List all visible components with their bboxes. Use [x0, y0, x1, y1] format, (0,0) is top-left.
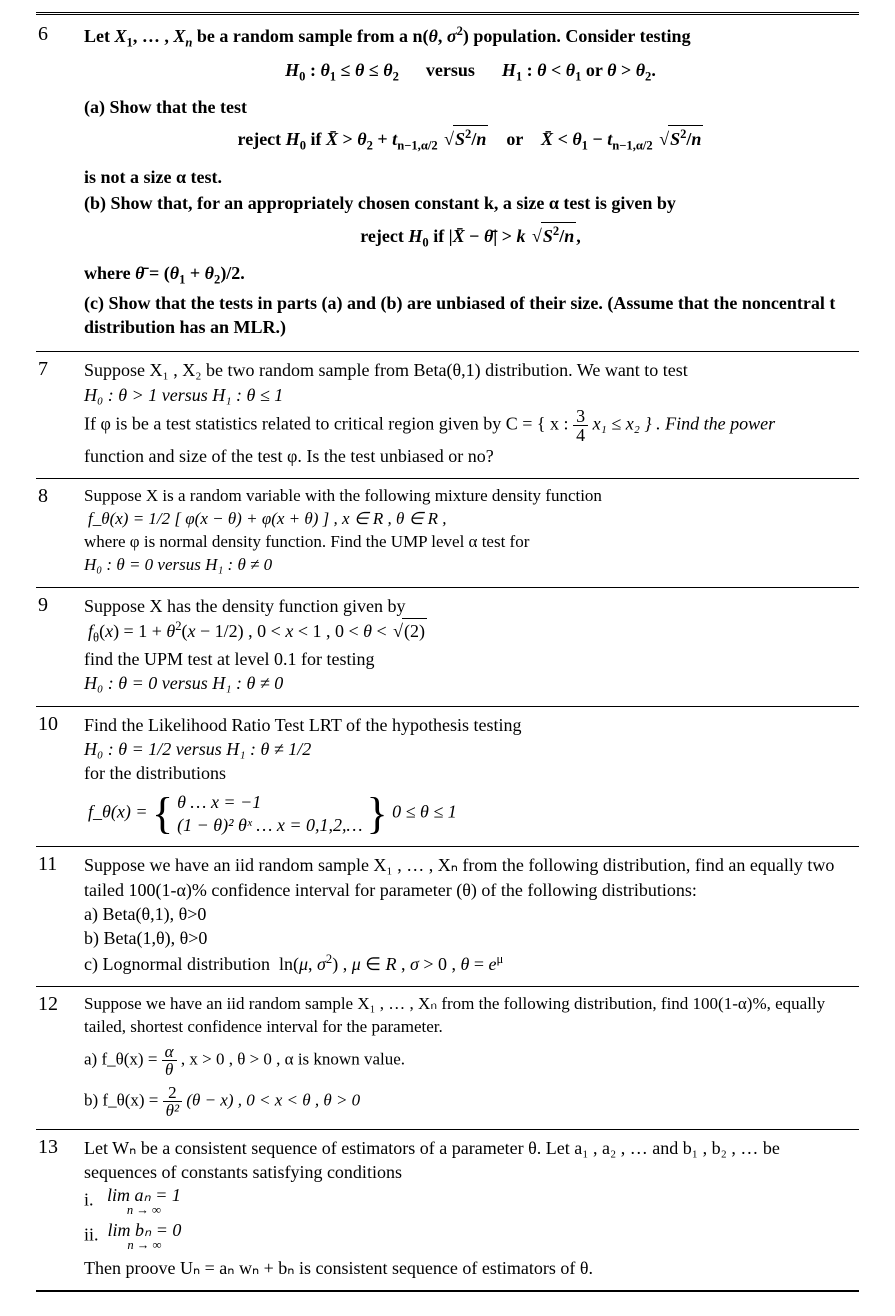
problem-row: 7 Suppose X₁ , X₂ be two random sample f…	[36, 352, 859, 478]
problem-body: Suppose we have an iid random sample X₁ …	[84, 993, 857, 1119]
part-a: (a) Show that the test	[84, 95, 857, 119]
line: function and size of the test φ. Is the …	[84, 444, 857, 468]
problem-body: Suppose X has the density function given…	[84, 594, 857, 695]
line: Then proove Uₙ = aₙ wₙ + bₙ is consisten…	[84, 1256, 857, 1280]
hypotheses-line: H0 : θ1 ≤ θ ≤ θ2 versus H1 : θ < θ1 or θ…	[84, 58, 857, 86]
item-label: ii.	[84, 1224, 99, 1244]
piecewise: f_θ(x) = { θ … x = −1 (1 − θ)² θˣ … x = …	[88, 791, 857, 836]
part-a-reject: reject H0 if X̄ > θ2 + tn−1,α/2 S2/n or …	[84, 125, 857, 155]
line: Suppose X has the density function given…	[84, 594, 857, 618]
problem-number: 8	[38, 485, 66, 577]
problem-number: 10	[38, 713, 66, 837]
part-c: (c) Show that the tests in parts (a) and…	[84, 291, 857, 340]
top-double-rule	[36, 12, 859, 15]
fraction-num: α	[162, 1043, 177, 1060]
line: b) f_θ(x) = 2 θ² (θ − x) , 0 < x < θ , θ…	[84, 1084, 857, 1119]
problem-number: 6	[38, 23, 66, 341]
limit: lim bₙ = 0 n → ∞	[108, 1221, 182, 1252]
line: H₀ : θ = 0 versus H₁ : θ ≠ 0	[84, 554, 857, 577]
line: H₀ : θ > 1 versus H₁ : θ ≤ 1	[84, 383, 857, 407]
limit-sub: n → ∞	[108, 1239, 182, 1252]
limit-sub: n → ∞	[107, 1204, 181, 1217]
line: for the distributions	[84, 761, 857, 785]
problem-number: 12	[38, 993, 66, 1119]
fraction-den: θ²	[163, 1101, 182, 1119]
part-text: Show that the test	[110, 97, 248, 117]
problem-body: Let Wₙ be a consistent sequence of estim…	[84, 1136, 857, 1280]
problem-body: Find the Likelihood Ratio Test LRT of th…	[84, 713, 857, 837]
limit-expr: lim aₙ = 1	[107, 1186, 181, 1204]
text: If φ is be a test statistics related to …	[84, 414, 573, 434]
piecewise-cond: 0 ≤ θ ≤ 1	[392, 802, 457, 822]
line: b) Beta(1,θ), θ>0	[84, 926, 857, 950]
part-a-tail: is not a size α test.	[84, 165, 857, 189]
limit: lim aₙ = 1 n → ∞	[107, 1186, 181, 1217]
line: c) Lognormal distribution ln(μ, σ2) , μ …	[84, 951, 857, 976]
line: Suppose we have an iid random sample X₁ …	[84, 993, 857, 1039]
bottom-rule	[36, 1290, 859, 1292]
fraction-num: 3	[573, 407, 588, 425]
brace-icon: {	[152, 794, 173, 834]
line: H₀ : θ = 0 versus H₁ : θ ≠ 0	[84, 671, 857, 695]
problem-row: 11 Suppose we have an iid random sample …	[36, 847, 859, 985]
fraction-den: θ	[162, 1060, 177, 1078]
problem-number: 13	[38, 1136, 66, 1280]
part-b: (b) Show that, for an appropriately chos…	[84, 191, 857, 215]
text: , x > 0 , θ > 0 , α is known value.	[181, 1049, 405, 1068]
line: a) Beta(θ,1), θ>0	[84, 902, 857, 926]
problem-row: 9 Suppose X has the density function giv…	[36, 588, 859, 705]
brace-icon: }	[367, 794, 388, 834]
line: f_θ(x) = 1/2 [ φ(x − θ) + φ(x + θ) ] , x…	[88, 508, 857, 531]
fraction: α θ	[162, 1043, 177, 1078]
line: Suppose X₁ , X₂ be two random sample fro…	[84, 358, 857, 382]
problem-body: Let X1, … , Xn be a random sample from a…	[84, 23, 857, 341]
line: i. lim aₙ = 1 n → ∞	[84, 1186, 857, 1217]
text: b) f_θ(x) =	[84, 1090, 163, 1109]
part-text: Show that, for an appropriately chosen c…	[111, 193, 676, 213]
part-label: (c)	[84, 293, 104, 313]
part-b-tail: where θ̄ = (θ1 + θ2)/2.	[84, 261, 857, 289]
item-label: i.	[84, 1190, 94, 1210]
problem-body: Suppose we have an iid random sample X₁ …	[84, 853, 857, 975]
line: Let Wₙ be a consistent sequence of estim…	[84, 1136, 857, 1185]
text: a) f_θ(x) =	[84, 1049, 162, 1068]
fraction-num: 2	[163, 1084, 182, 1101]
part-label: (b)	[84, 193, 106, 213]
problem-body: Suppose X is a random variable with the …	[84, 485, 857, 577]
part-label: (a)	[84, 97, 105, 117]
fraction: 2 θ²	[163, 1084, 182, 1119]
problem-row: 13 Let Wₙ be a consistent sequence of es…	[36, 1130, 859, 1290]
problem-intro: Let X1, … , Xn be a random sample from a…	[84, 23, 857, 52]
problem-number: 9	[38, 594, 66, 695]
fraction-den: 4	[573, 425, 588, 444]
limit-expr: lim bₙ = 0	[108, 1221, 182, 1239]
line: a) f_θ(x) = α θ , x > 0 , θ > 0 , α is k…	[84, 1043, 857, 1078]
text: x₁ ≤ x₂ } . Find the power	[593, 414, 776, 434]
piece-row: (1 − θ)² θˣ … x = 0,1,2,…	[177, 814, 362, 837]
line: Find the Likelihood Ratio Test LRT of th…	[84, 713, 857, 737]
line: Suppose we have an iid random sample X₁ …	[84, 853, 857, 902]
line: where φ is normal density function. Find…	[84, 531, 857, 554]
piecewise-lhs: f_θ(x) =	[88, 802, 147, 822]
page: 6 Let X1, … , Xn be a random sample from…	[0, 0, 895, 1316]
line: Suppose X is a random variable with the …	[84, 485, 857, 508]
problem-body: Suppose X₁ , X₂ be two random sample fro…	[84, 358, 857, 468]
text: (θ − x) , 0 < x < θ , θ > 0	[186, 1090, 360, 1109]
line: find the UPM test at level 0.1 for testi…	[84, 647, 857, 671]
line: fθ(x) = 1 + θ2(x − 1/2) , 0 < x < 1 , 0 …	[88, 618, 857, 647]
problem-number: 11	[38, 853, 66, 975]
fraction: 3 4	[573, 407, 588, 444]
line: If φ is be a test statistics related to …	[84, 407, 857, 444]
problem-row: 8 Suppose X is a random variable with th…	[36, 479, 859, 587]
line: ii. lim bₙ = 0 n → ∞	[84, 1221, 857, 1252]
part-b-reject: reject H0 if |X̄ − θ̄| > k S2/n,	[84, 222, 857, 252]
problem-number: 7	[38, 358, 66, 468]
problem-row: 6 Let X1, … , Xn be a random sample from…	[36, 17, 859, 351]
problem-row: 12 Suppose we have an iid random sample …	[36, 987, 859, 1129]
piece-row: θ … x = −1	[177, 791, 362, 814]
line: H₀ : θ = 1/2 versus H₁ : θ ≠ 1/2	[84, 737, 857, 761]
problem-row: 10 Find the Likelihood Ratio Test LRT of…	[36, 707, 859, 847]
part-text: Show that the tests in parts (a) and (b)…	[84, 293, 835, 337]
